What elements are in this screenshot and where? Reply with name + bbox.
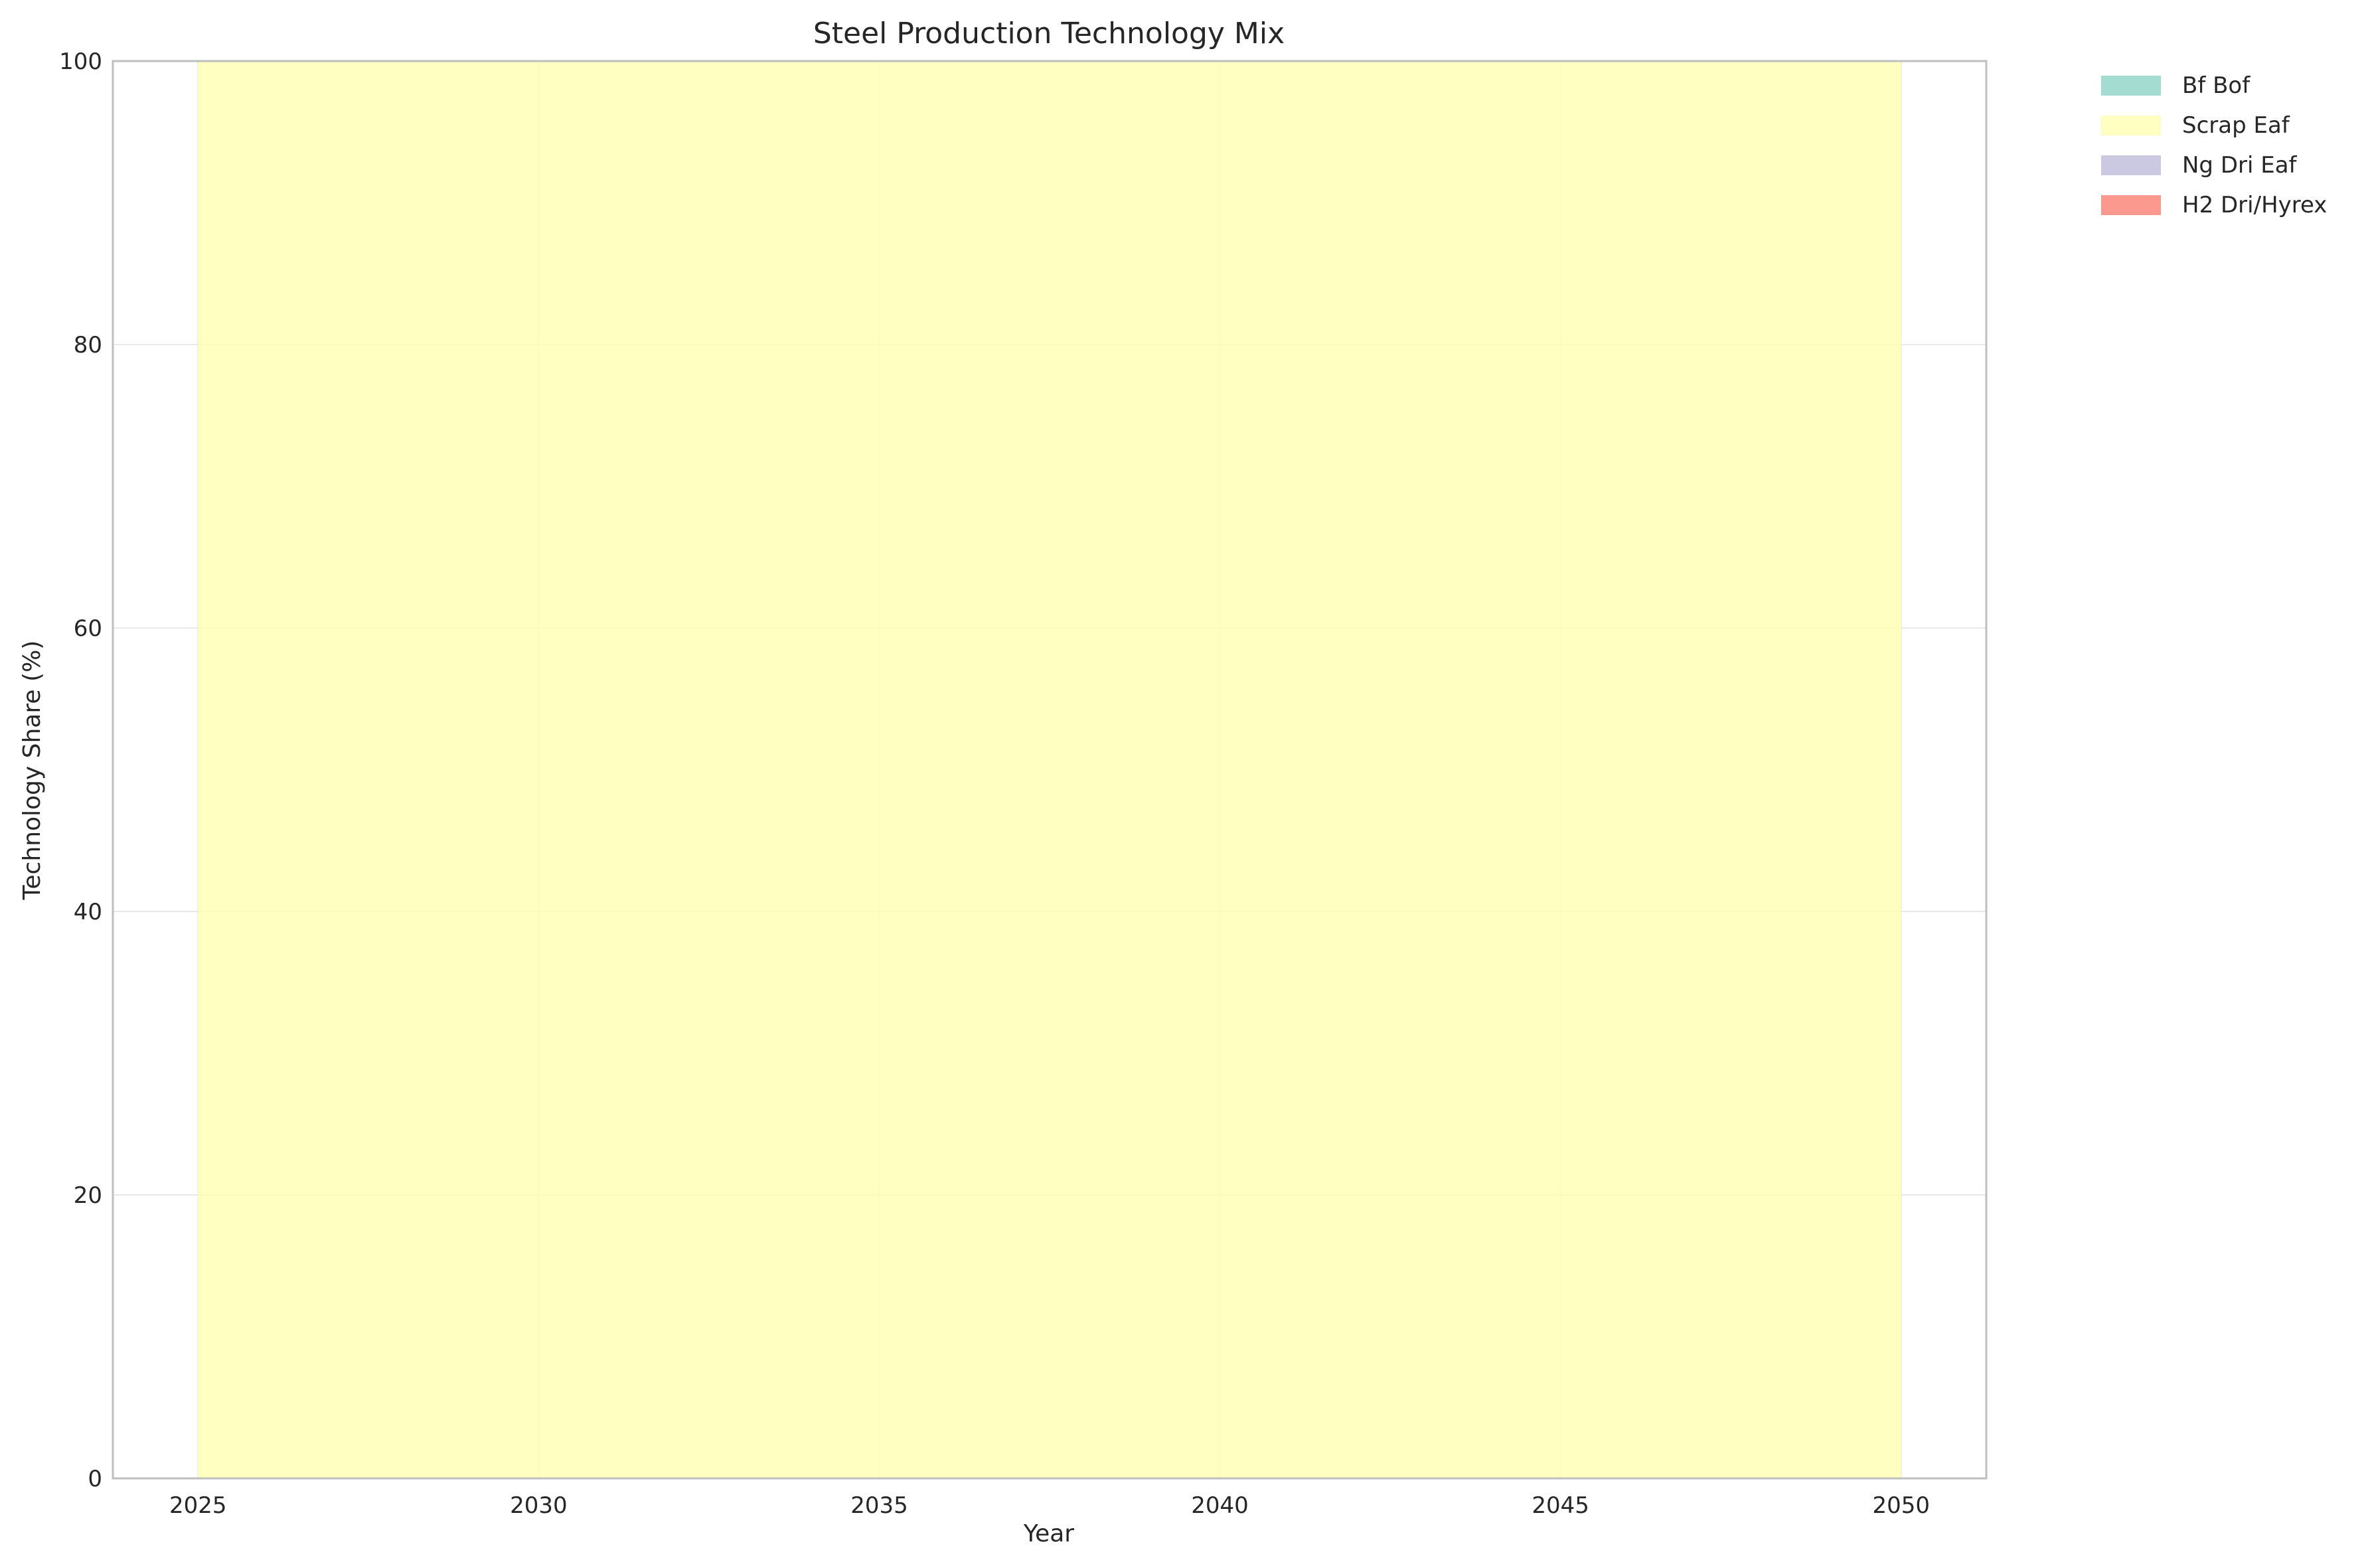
chart-title: Steel Production Technology Mix (813, 17, 1285, 50)
y-axis-ticks: 0 20 40 60 80 100 (59, 48, 102, 1492)
x-tick-label-3: 2040 (1191, 1492, 1249, 1519)
x-tick-label-1: 2030 (510, 1492, 568, 1519)
plot-areas (198, 61, 1901, 1478)
x-tick-label-4: 2045 (1532, 1492, 1589, 1519)
legend-swatch-scrap-eaf (2101, 116, 2161, 135)
x-tick-label-5: 2050 (1872, 1492, 1930, 1519)
y-tick-label-2: 40 (74, 899, 102, 925)
y-tick-label-5: 100 (59, 48, 102, 75)
x-axis-label: Year (1023, 1520, 1074, 1547)
legend-label-scrap-eaf: Scrap Eaf (2182, 112, 2290, 139)
legend-label-bf-bof: Bf Bof (2182, 72, 2250, 99)
y-tick-label-0: 0 (88, 1466, 102, 1492)
y-tick-label-3: 60 (74, 615, 102, 642)
legend-swatch-h2-dri-hyrex (2101, 195, 2161, 215)
y-tick-label-1: 20 (74, 1182, 102, 1209)
x-axis-ticks: 2025 2030 2035 2040 2045 2050 (169, 1492, 1930, 1519)
x-tick-label-2: 2035 (850, 1492, 908, 1519)
legend-label-ng-dri-eaf: Ng Dri Eaf (2182, 152, 2298, 179)
legend: Bf Bof Scrap Eaf Ng Dri Eaf H2 Dri/Hyrex (2101, 72, 2327, 218)
x-tick-label-0: 2025 (169, 1492, 227, 1519)
plot-frame (112, 60, 1988, 1480)
y-axis-label: Technology Share (%) (19, 641, 46, 901)
y-tick-label-4: 80 (74, 332, 102, 358)
legend-label-h2-dri-hyrex: H2 Dri/Hyrex (2182, 192, 2327, 218)
area-scrap-eaf (198, 61, 1901, 1478)
legend-swatch-bf-bof (2101, 76, 2161, 96)
legend-swatch-ng-dri-eaf (2101, 155, 2161, 175)
